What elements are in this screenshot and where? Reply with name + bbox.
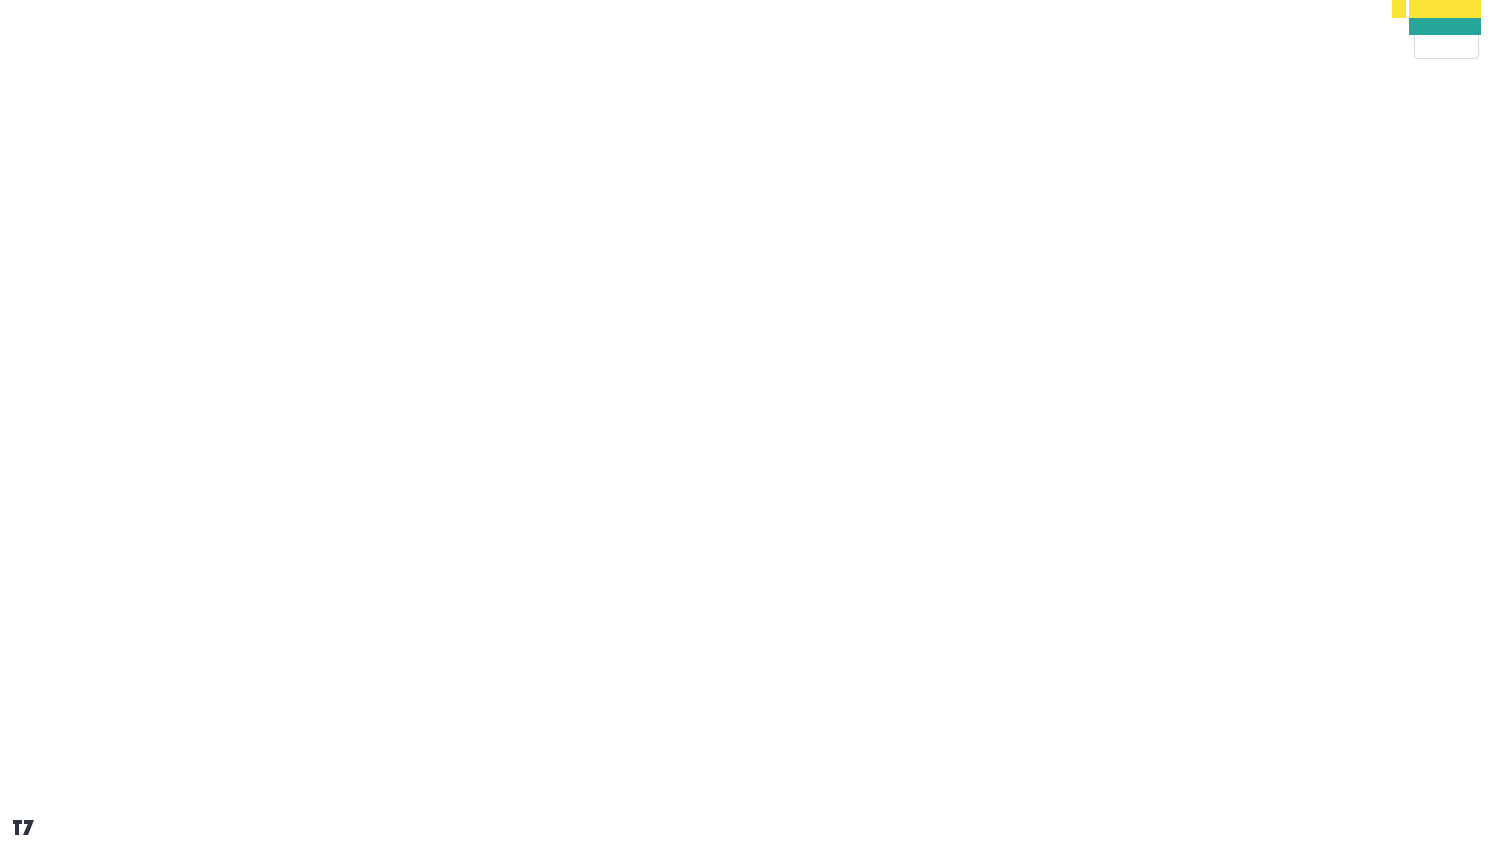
tradingview-attribution[interactable] <box>13 820 40 835</box>
sma-slow-legend-row[interactable] <box>18 56 26 74</box>
currency-toggle-button[interactable] <box>1414 31 1479 59</box>
indicator-legend <box>18 38 26 74</box>
rsi-ma-badge-label <box>1392 0 1406 18</box>
rsi-legend[interactable] <box>18 689 52 703</box>
sma-fast-legend-row[interactable] <box>18 38 26 56</box>
tradingview-logo-icon <box>13 820 34 835</box>
rsi-ma-badge-value <box>1409 0 1481 18</box>
